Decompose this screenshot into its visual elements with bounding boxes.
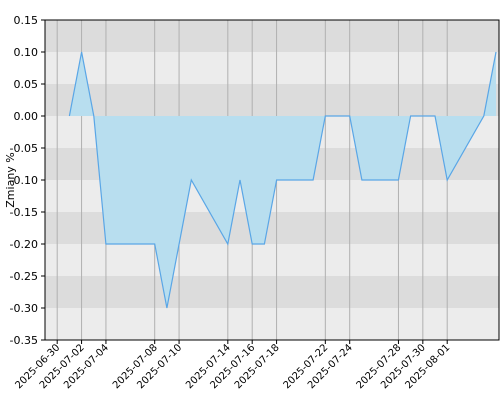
y-tick-label: -0.20 bbox=[10, 238, 38, 251]
y-tick-label: -0.15 bbox=[10, 206, 38, 219]
y-axis-label: Zmiany % bbox=[4, 152, 17, 207]
background-band bbox=[45, 276, 499, 308]
y-tick-label: 0.15 bbox=[14, 14, 39, 27]
y-tick-label: 0.00 bbox=[14, 110, 39, 123]
y-tick-label: -0.35 bbox=[10, 334, 38, 347]
series-line bbox=[68, 51, 497, 309]
y-axis-ticks: 0.15 0.10 0.05 0.00 -0.05 -0.10 -0.15 -0.20 -0.2… bbox=[10, 14, 45, 347]
y-tick-label: -0.25 bbox=[10, 270, 38, 283]
background-band bbox=[45, 244, 499, 276]
background-band bbox=[45, 52, 499, 84]
y-tick-label: 0.10 bbox=[14, 46, 39, 59]
background-band bbox=[45, 20, 499, 52]
y-tick-label: -0.30 bbox=[10, 302, 38, 315]
y-tick-label: -0.05 bbox=[10, 142, 38, 155]
y-tick-label: -0.10 bbox=[10, 174, 38, 187]
background-band bbox=[45, 308, 499, 340]
y-tick-label: 0.05 bbox=[14, 78, 39, 91]
background-band bbox=[45, 84, 499, 116]
